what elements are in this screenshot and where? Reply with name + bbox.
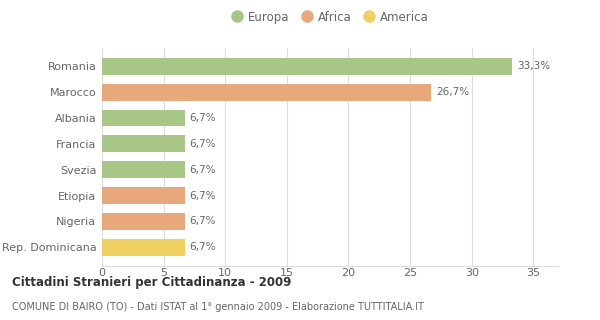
Bar	[102, 58, 512, 75]
Bar	[102, 84, 431, 100]
Text: 6,7%: 6,7%	[190, 165, 216, 175]
Bar	[102, 187, 185, 204]
Text: 6,7%: 6,7%	[190, 139, 216, 149]
Legend: Europa, Africa, America: Europa, Africa, America	[227, 6, 433, 28]
Text: 6,7%: 6,7%	[190, 113, 216, 123]
Bar	[102, 135, 185, 152]
Bar	[102, 110, 185, 126]
Bar	[102, 239, 185, 256]
Text: 26,7%: 26,7%	[436, 87, 469, 97]
Bar	[102, 161, 185, 178]
Text: 6,7%: 6,7%	[190, 216, 216, 227]
Bar	[102, 213, 185, 230]
Text: COMUNE DI BAIRO (TO) - Dati ISTAT al 1° gennaio 2009 - Elaborazione TUTTITALIA.I: COMUNE DI BAIRO (TO) - Dati ISTAT al 1° …	[12, 302, 424, 312]
Text: 6,7%: 6,7%	[190, 191, 216, 201]
Text: 6,7%: 6,7%	[190, 242, 216, 252]
Text: Cittadini Stranieri per Cittadinanza - 2009: Cittadini Stranieri per Cittadinanza - 2…	[12, 276, 292, 289]
Text: 33,3%: 33,3%	[517, 61, 550, 71]
